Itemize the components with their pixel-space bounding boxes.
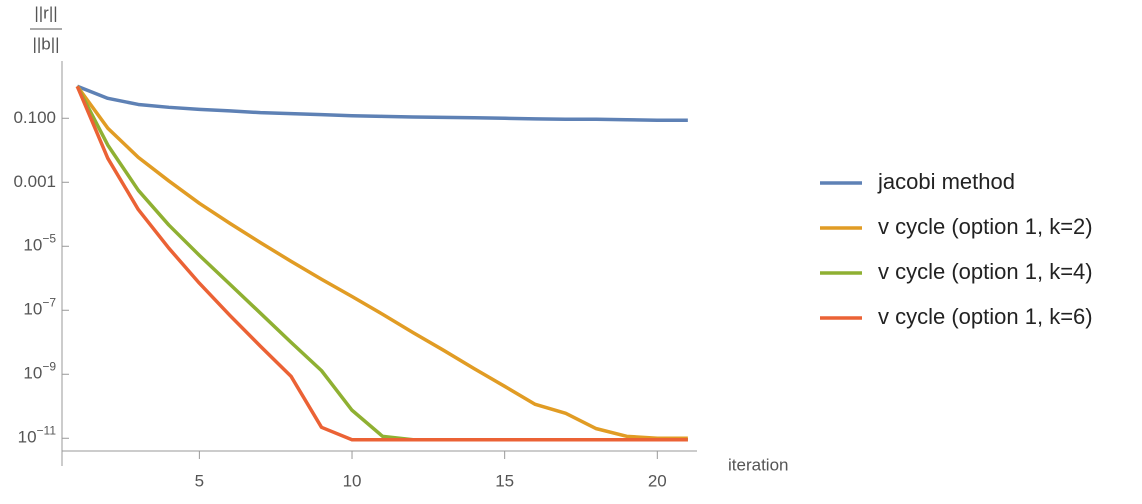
x-tick-label: 10 (343, 471, 362, 490)
y-label-numerator: ||r|| (34, 3, 57, 22)
y-tick-label: 0.100 (13, 108, 56, 127)
series-line (75, 85, 688, 442)
y-tick-label: 0.001 (13, 172, 56, 191)
x-axis-label: iteration (728, 455, 788, 474)
series-line (76, 84, 688, 122)
legend-label: v cycle (option 1, k=6) (878, 304, 1093, 329)
y-tick-label: 10−7 (23, 295, 56, 318)
series-line (75, 85, 688, 442)
x-tick-label: 5 (195, 471, 204, 490)
y-label-denominator: ||b|| (32, 34, 59, 53)
series-line (75, 85, 688, 441)
y-tick-label: 10−9 (23, 359, 56, 382)
x-tick-label: 20 (648, 471, 667, 490)
legend-label: jacobi method (877, 169, 1015, 194)
legend-label: v cycle (option 1, k=4) (878, 259, 1093, 284)
x-tick-label: 15 (495, 471, 514, 490)
y-tick-label: 10−11 (18, 423, 57, 446)
legend-label: v cycle (option 1, k=2) (878, 214, 1093, 239)
y-tick-label: 10−5 (23, 231, 56, 254)
